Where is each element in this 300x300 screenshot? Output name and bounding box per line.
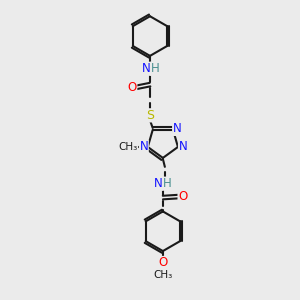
Text: N: N — [140, 140, 148, 154]
Text: N: N — [142, 62, 150, 75]
Text: N: N — [178, 140, 187, 154]
Text: H: H — [151, 62, 159, 75]
Text: O: O — [128, 81, 137, 94]
Text: N: N — [173, 122, 182, 135]
Text: O: O — [178, 190, 187, 203]
Text: CH₃: CH₃ — [153, 270, 172, 280]
Text: S: S — [146, 109, 154, 122]
Text: H: H — [163, 177, 171, 190]
Text: N: N — [154, 177, 162, 190]
Text: O: O — [158, 256, 167, 269]
Text: CH₃: CH₃ — [118, 142, 138, 152]
